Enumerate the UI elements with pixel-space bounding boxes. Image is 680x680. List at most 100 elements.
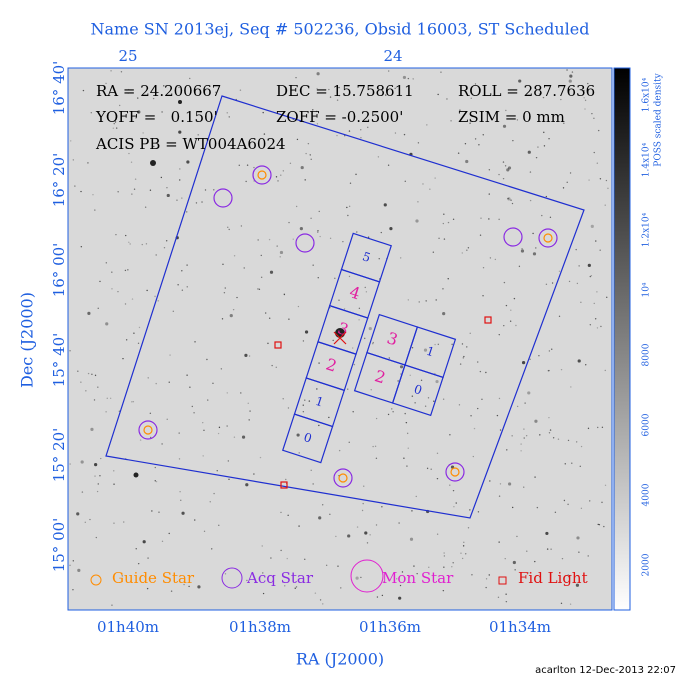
sky-dot	[443, 213, 445, 215]
sky-dot	[304, 330, 309, 334]
sky-dot	[426, 124, 428, 126]
sky-dot	[372, 445, 374, 448]
top-tick: 25	[118, 47, 137, 65]
sky-dot	[147, 557, 149, 559]
sky-dot	[347, 214, 349, 217]
colorbar-tick: 1.6x10⁴	[642, 77, 652, 112]
sky-dot	[447, 221, 450, 224]
sky-dot	[317, 231, 319, 233]
sky-dot	[548, 138, 550, 140]
sky-dot	[364, 337, 366, 340]
sky-dot	[507, 197, 509, 200]
info-zoff: ZOFF = -0.2500'	[276, 108, 403, 126]
sky-dot	[532, 232, 534, 235]
sky-dot	[285, 478, 287, 481]
chip-label: 0	[302, 430, 314, 446]
sky-dot	[488, 193, 490, 195]
sky-dot	[370, 389, 372, 391]
sky-dot	[562, 187, 565, 189]
sky-dot	[606, 296, 608, 299]
sky-dot	[80, 460, 84, 464]
sky-dot	[280, 511, 282, 514]
sky-dot	[463, 541, 465, 543]
sky-dot	[352, 411, 354, 413]
sky-dot	[512, 139, 514, 142]
sky-dot	[488, 574, 490, 576]
sky-dot	[340, 587, 342, 589]
sky-dot	[374, 445, 377, 448]
sky-dot	[70, 140, 72, 142]
sky-dot	[578, 265, 580, 267]
sky-dot	[362, 502, 364, 505]
sky-dot	[411, 510, 413, 512]
sky-dot	[328, 88, 330, 91]
sky-dot	[105, 82, 107, 85]
sky-dot	[280, 174, 282, 176]
sky-dot	[594, 318, 597, 320]
sky-dot	[534, 419, 538, 423]
sky-dot	[543, 131, 545, 134]
sky-dot	[545, 531, 549, 536]
sky-dot	[94, 374, 97, 377]
sky-dot	[563, 122, 565, 125]
sky-dot	[247, 402, 249, 404]
sky-dot	[133, 332, 135, 334]
sky-dot	[105, 322, 109, 326]
sky-dot	[172, 310, 175, 312]
sky-dot	[407, 299, 410, 301]
sky-dot	[111, 604, 113, 606]
sky-dot	[275, 366, 277, 368]
sky-dot	[72, 560, 75, 562]
sky-dot	[589, 275, 592, 278]
sky-dot	[224, 287, 226, 289]
sky-dot	[302, 340, 305, 342]
sky-dot	[191, 405, 194, 408]
sky-dot	[457, 152, 460, 154]
sky-dot	[535, 156, 538, 159]
sky-dot	[480, 217, 482, 219]
sky-dot	[462, 545, 465, 547]
sky-dot	[137, 342, 140, 344]
chip-label: 1	[314, 394, 326, 410]
sky-dot	[404, 180, 406, 182]
sky-dot	[177, 284, 179, 286]
sky-dot	[105, 411, 107, 413]
sky-dot	[498, 541, 500, 543]
sky-dot	[518, 79, 522, 83]
sky-dot	[216, 470, 218, 472]
sky-dot	[329, 513, 331, 516]
sky-dot	[142, 132, 144, 134]
sky-dot	[163, 247, 166, 249]
sky-dot	[548, 350, 551, 352]
sky-dot	[113, 470, 115, 472]
sky-dot	[243, 267, 245, 269]
legend	[90, 559, 507, 593]
sky-dot	[316, 388, 318, 390]
sky-dot	[469, 332, 471, 334]
sky-dot	[282, 398, 284, 400]
sky-dot	[260, 276, 263, 278]
sky-dot	[422, 183, 424, 185]
sky-dot	[90, 111, 93, 114]
sky-dot	[87, 372, 90, 375]
sky-dot	[279, 256, 281, 258]
sky-dot	[434, 343, 436, 346]
sky-dot	[97, 483, 99, 485]
colorbar-tick: 8000	[642, 343, 652, 366]
sky-dot	[299, 227, 303, 231]
sky-dot	[262, 111, 264, 114]
sky-dot	[433, 400, 435, 402]
sky-dot	[584, 108, 586, 110]
sky-dot	[551, 348, 553, 350]
sky-dot	[245, 180, 247, 183]
info-acis: ACIS PB = WT004A6024	[95, 135, 286, 153]
sky-dot	[92, 194, 94, 196]
sky-dot	[452, 489, 455, 492]
sky-dot	[504, 557, 506, 560]
sky-dot	[297, 305, 300, 308]
info-ra: RA = 24.200667	[96, 82, 221, 100]
sky-dot	[498, 397, 501, 400]
sky-dot	[76, 512, 80, 516]
sky-dot	[571, 71, 574, 73]
sky-dot	[438, 237, 440, 240]
